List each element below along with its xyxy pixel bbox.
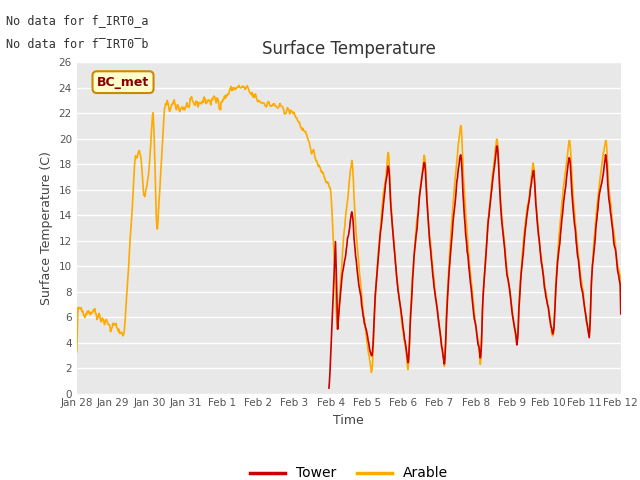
Text: BC_met: BC_met [97, 76, 149, 89]
Text: No data for f̅IRT0̅b: No data for f̅IRT0̅b [6, 38, 149, 51]
Y-axis label: Surface Temperature (C): Surface Temperature (C) [40, 151, 53, 305]
Title: Surface Temperature: Surface Temperature [262, 40, 436, 58]
Text: No data for f_IRT0_a: No data for f_IRT0_a [6, 14, 149, 27]
X-axis label: Time: Time [333, 414, 364, 427]
Legend: Tower, Arable: Tower, Arable [244, 461, 453, 480]
